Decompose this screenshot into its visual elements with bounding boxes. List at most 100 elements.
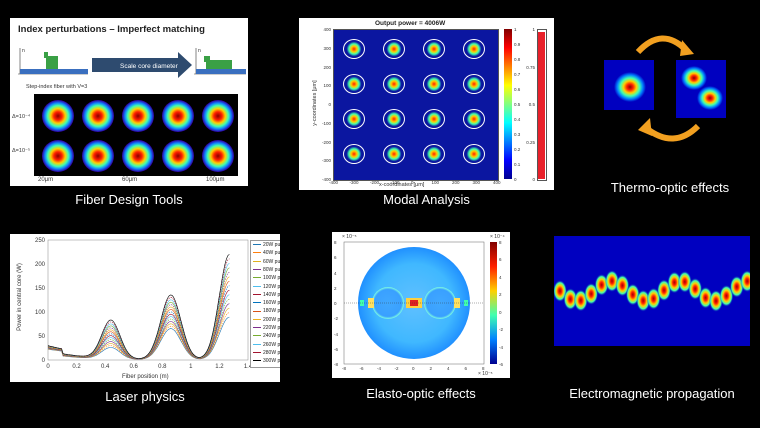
fiber-design-panel: Index perturbations – Imperfect matching… [10, 18, 248, 186]
laser-legend-swatch [253, 293, 261, 295]
caption-laser-physics: Laser physics [105, 389, 185, 404]
elasto-optic-panel: × 10⁻⁵ [332, 232, 510, 378]
elasto-cbar-tick: -2 [499, 327, 504, 333]
laser-legend-swatch [253, 335, 261, 337]
elasto-cbar-tick: 6 [499, 257, 502, 263]
modal-cbar-tick: 0.9 [514, 42, 521, 47]
laser-legend-label: 220W pump [263, 325, 280, 331]
laser-series-line [47, 298, 230, 360]
laser-xlabel: Fiber position (m) [122, 374, 169, 380]
modal-core-mode [343, 39, 365, 59]
laser-legend-swatch [253, 360, 261, 362]
em-field-lobe [688, 277, 703, 300]
elasto-cbar-tick: 8 [499, 240, 502, 245]
modal-core-mode [463, 74, 485, 94]
elasto-ytick: 4 [334, 270, 337, 276]
elasto-xtick: -4 [377, 366, 382, 371]
fiber-mode-image [162, 140, 194, 172]
laser-legend-label: 200W pump [263, 316, 280, 323]
modal-core-mode [343, 74, 365, 94]
modal-xtick: -400 [329, 180, 339, 185]
laser-legend-label: 20W pump [263, 242, 280, 248]
modal-xtick: -100 [390, 180, 400, 185]
laser-legend-label: 240W pump [263, 333, 280, 340]
modal-cbar-tick: 0.8 [514, 57, 521, 62]
laser-ytick: 100 [35, 310, 46, 316]
modal-xtick: 200 [452, 180, 460, 185]
laser-legend-entry: 60W pump [253, 259, 280, 265]
modal-core-mode [383, 144, 405, 164]
modal-xtick: 400 [493, 180, 501, 185]
laser-xtick: 0.2 [72, 364, 81, 370]
laser-legend-swatch [253, 252, 261, 254]
elasto-cbar-tick: 4 [499, 274, 502, 280]
laser-legend-swatch [253, 343, 261, 345]
em-field-lobe [657, 279, 671, 302]
modal-xtick: -200 [370, 180, 380, 185]
em-field-lobe [740, 270, 750, 293]
modal-bar-tick: 1 [532, 27, 535, 32]
laser-legend-swatch [253, 269, 261, 271]
laser-series-line [47, 276, 230, 359]
modal-bar-tick: 0 [532, 177, 535, 182]
modal-xtick: 100 [431, 180, 440, 185]
modal-cbar-tick: 0.4 [514, 117, 521, 122]
laser-plot-frame [47, 239, 249, 361]
modal-cbar-tick: 0.3 [514, 132, 521, 137]
laser-series-line [47, 254, 230, 359]
fiber-mode-image [42, 100, 74, 132]
laser-legend-label: 300W pump [263, 358, 280, 365]
row-label-2: Δ=10⁻⁵ [12, 148, 31, 154]
modal-core-mode [423, 109, 445, 129]
laser-series-line [47, 267, 230, 359]
caption-em-propagation: Electromagnetic propagation [569, 386, 735, 401]
laser-ytick: 150 [35, 286, 46, 292]
modal-ytick: 0 [328, 102, 331, 107]
modal-xtick: 0 [411, 180, 414, 185]
laser-series-line [47, 307, 230, 360]
elasto-cbar-tick: 0 [499, 309, 502, 315]
modal-xlabel: x-coordinates [μm] [379, 182, 425, 188]
laser-legend-entry: 280W pump [253, 350, 280, 356]
em-propagation-figure [554, 236, 750, 346]
laser-series-line [47, 263, 230, 359]
laser-legend: 20W pump 40W pump60W pump80W pump 100W pum… [250, 240, 280, 368]
laser-xtick: 0.8 [158, 364, 167, 370]
laser-chart: 250 200 150 100 50 00 0.2 0.4 0.6 0.8 1 1.2 1.4 [35, 238, 253, 370]
elasto-ytick: -6 [334, 346, 339, 352]
laser-legend-label: 140W pump [263, 291, 280, 298]
modal-bar-tick: 0.75 [526, 64, 535, 70]
modal-core-mode [423, 74, 445, 94]
laser-legend-entry: 180W pump [253, 308, 280, 314]
laser-legend-entry: 160W pump [253, 300, 280, 306]
elasto-xtick: -8 [342, 366, 347, 371]
elasto-xtick: 6 [464, 366, 468, 371]
laser-legend-label: 260W pump [263, 341, 280, 348]
fiber-mode-image [202, 140, 234, 172]
laser-legend-swatch [253, 310, 261, 312]
elasto-plot [343, 241, 497, 365]
laser-legend-swatch [253, 352, 261, 354]
laser-legend-entry: 300W pump [253, 358, 280, 364]
modal-core-mode [383, 74, 405, 94]
laser-series-line [47, 258, 230, 359]
fiber-bullet: Step-index fiber with V=3 [26, 84, 88, 90]
modal-xtick: 300 [472, 180, 481, 185]
laser-legend-label: 60W pump [263, 258, 280, 265]
elasto-xtick: -6 [359, 366, 364, 371]
laser-series-line [47, 294, 230, 360]
elasto-ytick: -8 [334, 362, 339, 367]
modal-bar-tick: 0.5 [528, 102, 535, 107]
row-label-1: Δ=10⁻⁴ [12, 114, 31, 120]
laser-legend-label: 120W pump [263, 283, 280, 290]
laser-series-line [47, 316, 230, 360]
modal-core-mode [383, 109, 405, 129]
modal-ytick: 400 [323, 27, 331, 32]
elasto-ytick: 8 [334, 240, 337, 245]
em-field-lobe [584, 282, 599, 305]
modal-ytick: 200 [323, 64, 331, 70]
laser-legend-entry: 260W pump [253, 342, 280, 348]
modal-cbar-tick: 0.7 [514, 72, 521, 77]
laser-legend-entry: 100W pump [253, 275, 280, 281]
modal-power-bar-fill [538, 32, 545, 179]
